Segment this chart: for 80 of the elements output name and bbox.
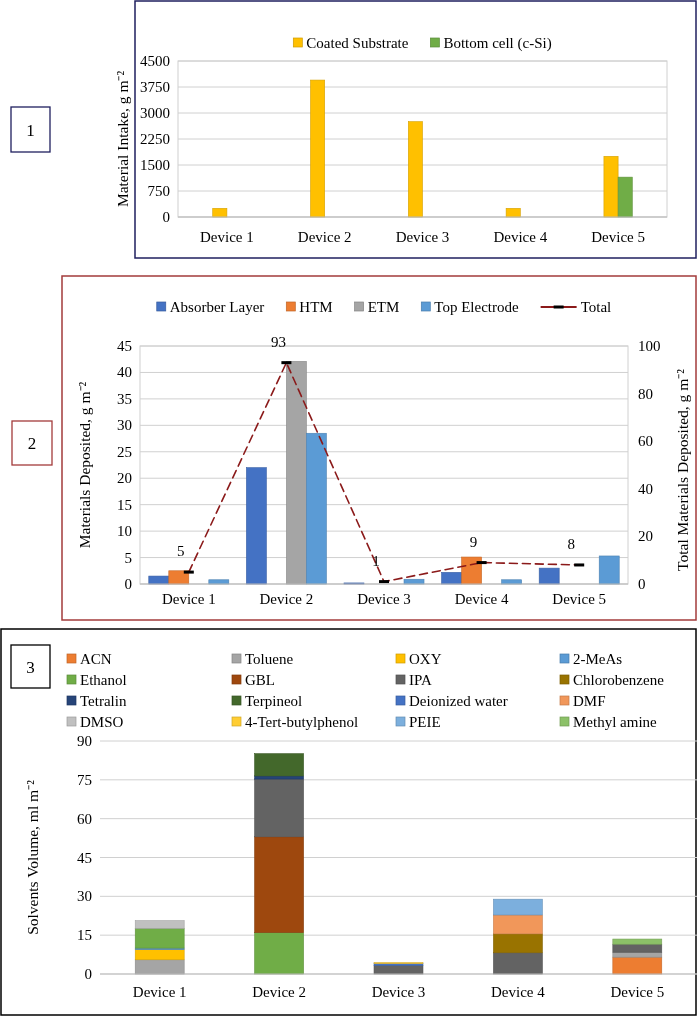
legend-label: Ethanol: [80, 672, 127, 688]
y-tick-label: 60: [77, 810, 92, 827]
legend-label: Terpineol: [245, 693, 303, 709]
text: 2: [27, 434, 37, 453]
y-tick-label: 2250: [140, 131, 170, 147]
legend-label: Deionized water: [409, 693, 508, 709]
legend-label: Coated Substrate: [306, 35, 409, 51]
y2-tick-label: 80: [638, 385, 653, 402]
legend-label: Tetralin: [80, 693, 127, 709]
data-label: 5: [177, 543, 185, 560]
y-tick-label: 90: [77, 733, 92, 749]
legend-label: ETM: [367, 299, 400, 315]
y-tick-label: 0: [162, 209, 170, 225]
data-label: 9: [469, 533, 478, 550]
text: 3: [26, 657, 35, 677]
legend-label: Absorber Layer: [169, 299, 265, 315]
x-tick-label: Device 5: [610, 984, 665, 1000]
y-tick-label: 45: [117, 338, 132, 354]
legend-label: Top Electrode: [434, 299, 519, 315]
legend-label: Toluene: [245, 651, 294, 667]
y-tick-label: 40: [117, 364, 132, 381]
y2-tick-label: 100: [638, 338, 661, 354]
x-tick-label: Device 4: [493, 229, 548, 245]
y-tick-label: 4500: [140, 53, 170, 69]
y-tick-label: 35: [117, 390, 132, 407]
legend-label: Total: [580, 299, 612, 315]
x-tick-label: Device 2: [297, 229, 352, 245]
y2-tick-label: 60: [638, 433, 653, 450]
y2-tick-label: 40: [638, 480, 653, 497]
y-tick-label: 20: [117, 470, 132, 487]
data-label: 1: [372, 552, 380, 569]
legend-label: Chlorobenzene: [573, 672, 665, 688]
y-axis-title: Solvents Volume, ml m⁻²: [24, 779, 41, 935]
legend-label: OXY: [409, 651, 442, 667]
legend-label: HTM: [299, 299, 333, 315]
y-tick-label: 15: [77, 927, 92, 944]
y-tick-label: 1500: [140, 157, 170, 173]
legend-label: 4-Tert-butylphenol: [245, 714, 359, 730]
legend-label: DMSO: [80, 714, 124, 730]
y2-tick-label: 0: [638, 576, 646, 592]
y2-tick-label: 20: [638, 528, 653, 545]
x-tick-label: Device 1: [132, 984, 187, 1000]
y-tick-label: 5: [124, 549, 132, 566]
x-tick-label: Device 1: [161, 591, 216, 607]
legend-label: Bottom cell (c-Si): [443, 35, 552, 52]
data-label: 8: [567, 535, 575, 552]
text: 1: [26, 120, 35, 140]
legend-label: PEIE: [409, 714, 441, 730]
y-axis-title: Material Intake, g m⁻²: [114, 70, 131, 208]
y-tick-label: 10: [117, 523, 132, 540]
y-tick-label: 3750: [140, 79, 170, 95]
legend-label: GBL: [245, 672, 275, 688]
x-tick-label: Device 3: [357, 591, 411, 607]
y-tick-label: 75: [77, 771, 92, 788]
legend-label: DMF: [573, 693, 606, 709]
y-tick-label: 0: [84, 966, 92, 982]
x-tick-label: Device 5: [591, 229, 645, 245]
y-axis-title: Materials Deposited, g m⁻²: [76, 381, 93, 549]
x-tick-label: Device 5: [552, 591, 607, 607]
legend-label: 2-MeAs: [573, 651, 623, 667]
y-tick-label: 25: [117, 443, 132, 460]
y-tick-label: 30: [117, 417, 132, 434]
x-tick-label: Device 2: [252, 984, 306, 1000]
x-tick-label: Device 2: [259, 591, 314, 607]
y-tick-label: 30: [77, 888, 92, 905]
y-tick-label: 3000: [140, 105, 170, 121]
x-tick-label: Device 4: [491, 984, 546, 1000]
y2-axis-title: Total Materials Deposited, g m⁻²: [674, 368, 691, 571]
y-tick-label: 0: [124, 576, 132, 592]
legend-label: IPA: [409, 672, 432, 688]
x-tick-label: Device 1: [200, 229, 254, 245]
legend-label: ACN: [80, 651, 112, 667]
data-label: 93: [270, 333, 286, 350]
y-tick-label: 750: [147, 183, 170, 199]
x-tick-label: Device 3: [395, 229, 450, 245]
y-tick-label: 15: [117, 496, 132, 513]
y-tick-label: 45: [77, 849, 92, 866]
x-tick-label: Device 3: [371, 984, 426, 1000]
x-tick-label: Device 4: [454, 591, 509, 607]
legend-label: Methyl amine: [573, 714, 658, 730]
